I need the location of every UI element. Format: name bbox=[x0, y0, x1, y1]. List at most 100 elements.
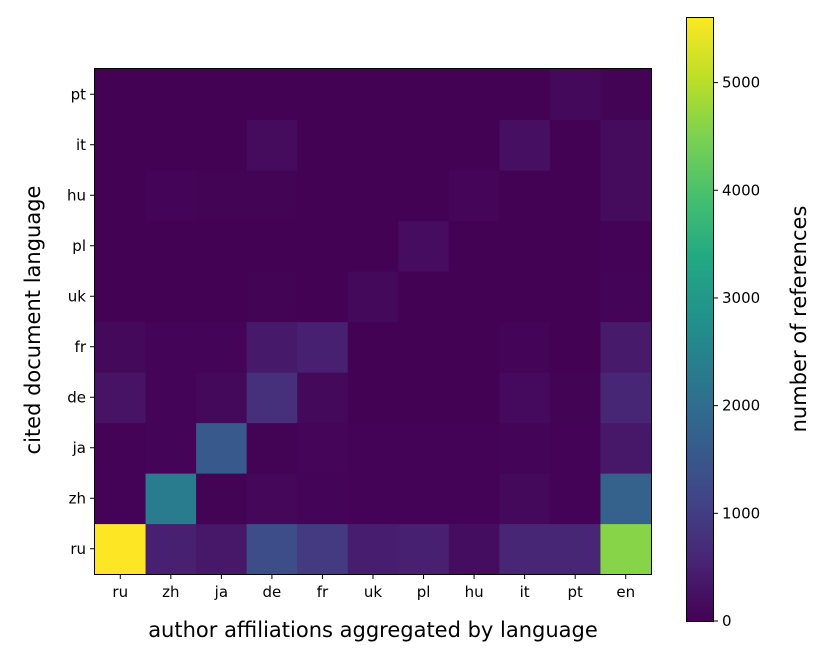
heatmap-cell-ja-pt bbox=[549, 422, 602, 474]
heatmap-cell-ru-zh bbox=[145, 523, 197, 575]
heatmap-cell-pl-pl bbox=[398, 220, 450, 272]
heatmap-cell-pl-pt bbox=[549, 220, 602, 272]
heatmap-cell-ja-uk bbox=[347, 422, 399, 474]
heatmap-cell-ja-ru bbox=[95, 422, 147, 474]
heatmap-cell-uk-ja bbox=[196, 271, 248, 323]
y-tick-label-de: de bbox=[67, 388, 86, 406]
x-tick-label-de: de bbox=[263, 583, 282, 601]
heatmap-cell-zh-zh bbox=[145, 473, 197, 525]
heatmap-cell-ja-zh bbox=[145, 422, 197, 474]
heatmap-cell-ja-ja bbox=[196, 422, 248, 474]
y-tick-label-zh: zh bbox=[69, 489, 86, 507]
heatmap-cell-de-fr bbox=[297, 372, 349, 424]
colorbar-tick-label: 2000 bbox=[722, 397, 760, 415]
heatmap-cell-de-ja bbox=[196, 372, 248, 424]
heatmap-cell-pl-it bbox=[499, 220, 551, 272]
heatmap-cell-ru-it bbox=[499, 523, 551, 575]
heatmap-cell-ja-hu bbox=[448, 422, 500, 474]
heatmap-cell-pt-de bbox=[246, 69, 298, 121]
heatmap-cell-de-it bbox=[499, 372, 551, 424]
heatmap-cell-hu-it bbox=[499, 170, 551, 222]
x-tick-label-ja: ja bbox=[214, 583, 228, 601]
heatmap-cell-ru-de bbox=[246, 523, 298, 575]
heatmap-cell-hu-ja bbox=[196, 170, 248, 222]
y-tick-label-uk: uk bbox=[68, 287, 87, 305]
heatmap-cell-zh-hu bbox=[448, 473, 500, 525]
heatmap-cell-pl-ja bbox=[196, 220, 248, 272]
heatmap-cell-hu-fr bbox=[297, 170, 349, 222]
x-tick-label-zh: zh bbox=[162, 583, 179, 601]
x-tick-label-uk: uk bbox=[364, 583, 383, 601]
heatmap-cell-zh-en bbox=[600, 473, 652, 525]
x-axis-label: author affiliations aggregated by langua… bbox=[148, 618, 598, 642]
heatmap-cell-pl-fr bbox=[297, 220, 349, 272]
heatmap-cell-hu-de bbox=[246, 170, 298, 222]
heatmap-cell-pl-hu bbox=[448, 220, 500, 272]
heatmap-cell-hu-uk bbox=[347, 170, 399, 222]
heatmap-cell-it-ja bbox=[196, 119, 248, 171]
heatmap-cell-de-pl bbox=[398, 372, 450, 424]
x-tick-label-en: en bbox=[616, 583, 635, 601]
heatmap-cell-fr-ja bbox=[196, 321, 248, 373]
heatmap-cell-fr-it bbox=[499, 321, 551, 373]
heatmap-cell-de-ru bbox=[95, 372, 147, 424]
colorbar-tick-label: 1000 bbox=[722, 504, 760, 522]
heatmap-cell-ru-hu bbox=[448, 523, 500, 575]
heatmap-cell-ru-pt bbox=[549, 523, 602, 575]
y-tick-label-it: it bbox=[76, 136, 86, 154]
x-tick-label-ru: ru bbox=[112, 583, 128, 601]
heatmap-cell-it-de bbox=[246, 119, 298, 171]
heatmap-cell-uk-pl bbox=[398, 271, 450, 323]
heatmap-cell-pl-en bbox=[600, 220, 652, 272]
heatmap-cell-pt-ja bbox=[196, 69, 248, 121]
x-tick-label-it: it bbox=[520, 583, 530, 601]
heatmap-cell-ja-de bbox=[246, 422, 298, 474]
heatmap-cell-pl-zh bbox=[145, 220, 197, 272]
heatmap-cell-it-pt bbox=[549, 119, 602, 171]
heatmap-cell-pt-fr bbox=[297, 69, 349, 121]
heatmap-cell-pt-hu bbox=[448, 69, 500, 121]
heatmap-cell-pt-pl bbox=[398, 69, 450, 121]
heatmap-cell-de-de bbox=[246, 372, 298, 424]
colorbar bbox=[686, 17, 714, 622]
heatmap-cell-pt-zh bbox=[145, 69, 197, 121]
heatmap-cell-uk-it bbox=[499, 271, 551, 323]
heatmap-cell-fr-zh bbox=[145, 321, 197, 373]
heatmap-cell-de-en bbox=[600, 372, 652, 424]
heatmap-cell-zh-fr bbox=[297, 473, 349, 525]
y-axis-ticks: ru zh ja de fr uk pl hu it pt bbox=[67, 85, 95, 558]
heatmap-cell-ja-en bbox=[600, 422, 652, 474]
heatmap-cell-fr-pl bbox=[398, 321, 450, 373]
heatmap-cell-uk-uk bbox=[347, 271, 399, 323]
heatmap-cell-zh-ja bbox=[196, 473, 248, 525]
heatmap-cell-it-fr bbox=[297, 119, 349, 171]
heatmap-cell-it-ru bbox=[95, 119, 147, 171]
heatmap-cell-uk-hu bbox=[448, 271, 500, 323]
heatmap-cell-ru-fr bbox=[297, 523, 349, 575]
heatmap-cell-pt-pt bbox=[549, 69, 602, 121]
heatmap-cell-zh-uk bbox=[347, 473, 399, 525]
heatmap-cell-fr-ru bbox=[95, 321, 147, 373]
heatmap-cell-ru-pl bbox=[398, 523, 450, 575]
heatmap-cell-uk-de bbox=[246, 271, 298, 323]
y-axis-label: cited document language bbox=[21, 186, 45, 455]
heatmap-cell-fr-fr bbox=[297, 321, 349, 373]
heatmap-cell-de-zh bbox=[145, 372, 197, 424]
heatmap-cell-pt-it bbox=[499, 69, 551, 121]
heatmap-cell-fr-de bbox=[246, 321, 298, 373]
heatmap-cell-hu-en bbox=[600, 170, 652, 222]
x-axis-ticks: ru zh ja de fr uk pl hu it pt en bbox=[112, 574, 635, 601]
colorbar-tick-label: 3000 bbox=[722, 289, 760, 307]
heatmap-cell-de-hu bbox=[448, 372, 500, 424]
heatmap-cell-uk-ru bbox=[95, 271, 147, 323]
y-tick-label-ja: ja bbox=[72, 439, 86, 457]
heatmap-cell-ru-ru bbox=[95, 523, 147, 575]
colorbar-tick-label: 4000 bbox=[722, 181, 760, 199]
heatmap-cell-uk-fr bbox=[297, 271, 349, 323]
heatmap-cell-hu-zh bbox=[145, 170, 197, 222]
heatmap-cell-uk-en bbox=[600, 271, 652, 323]
heatmap-cell-ru-ja bbox=[196, 523, 248, 575]
heatmap-cell-pt-en bbox=[600, 69, 652, 121]
heatmap-cell-uk-zh bbox=[145, 271, 197, 323]
